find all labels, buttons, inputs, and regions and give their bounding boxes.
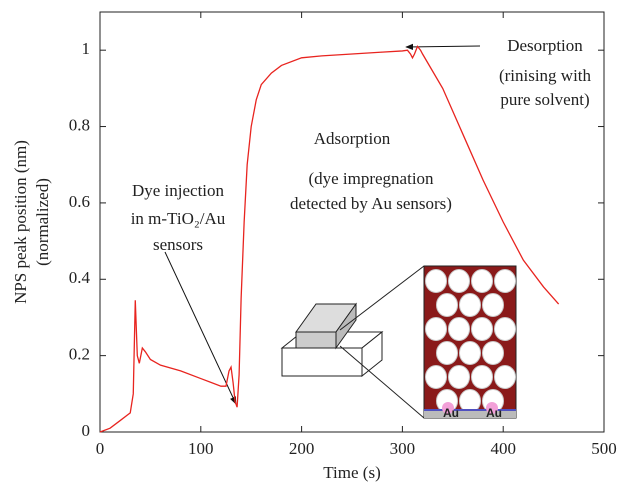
- annotation: Desorption: [507, 36, 583, 55]
- pore: [495, 366, 516, 389]
- annotation: (rinising with: [499, 66, 592, 85]
- annotation: sensors: [153, 235, 203, 254]
- y-tick-label: 0: [82, 421, 91, 440]
- annotation: pure solvent): [500, 90, 589, 109]
- x-tick-label: 200: [289, 439, 315, 458]
- pore: [472, 318, 493, 341]
- inset-label: Au: [443, 406, 459, 420]
- pore: [472, 270, 493, 293]
- pore: [495, 318, 516, 341]
- pore: [495, 270, 516, 293]
- x-axis-label: Time (s): [323, 463, 380, 482]
- x-tick-label: 100: [188, 439, 214, 458]
- arrow: [165, 252, 236, 404]
- pore: [460, 294, 481, 317]
- pore: [460, 342, 481, 365]
- pore: [449, 318, 470, 341]
- pore: [449, 366, 470, 389]
- y-axis-label: (normalized): [33, 178, 52, 266]
- pore: [426, 318, 447, 341]
- y-tick-label: 0.6: [69, 192, 90, 211]
- pore: [449, 270, 470, 293]
- annotation: detected by Au sensors): [290, 194, 452, 213]
- annotation: Dye injection: [132, 181, 225, 200]
- inset-diagram: [282, 266, 516, 418]
- y-tick-label: 0.8: [69, 115, 90, 134]
- pore: [426, 366, 447, 389]
- annotation: (dye impregnation: [308, 169, 434, 188]
- pore: [483, 294, 504, 317]
- pore: [437, 294, 458, 317]
- chart: 0 100 200 300 400 500 0 0.2 0.4 0.6 0.8 1 Time (s) NP…: [0, 0, 622, 485]
- y-tick-label: 1: [82, 39, 91, 58]
- x-tick-label: 400: [490, 439, 516, 458]
- pore: [472, 366, 493, 389]
- y-tick-label: 0.2: [69, 345, 90, 364]
- x-tick-label: 0: [96, 439, 105, 458]
- pore: [426, 270, 447, 293]
- annotation: in m-TiO₂/Au: [131, 209, 226, 228]
- x-tick-label: 300: [390, 439, 416, 458]
- x-tick-label: 500: [591, 439, 617, 458]
- y-tick-label: 0.4: [69, 268, 91, 287]
- inset-label: Au: [486, 406, 502, 420]
- annotation: Adsorption: [314, 129, 391, 148]
- pore: [437, 342, 458, 365]
- y-axis-label: NPS peak position (nm): [11, 140, 30, 304]
- pore: [483, 342, 504, 365]
